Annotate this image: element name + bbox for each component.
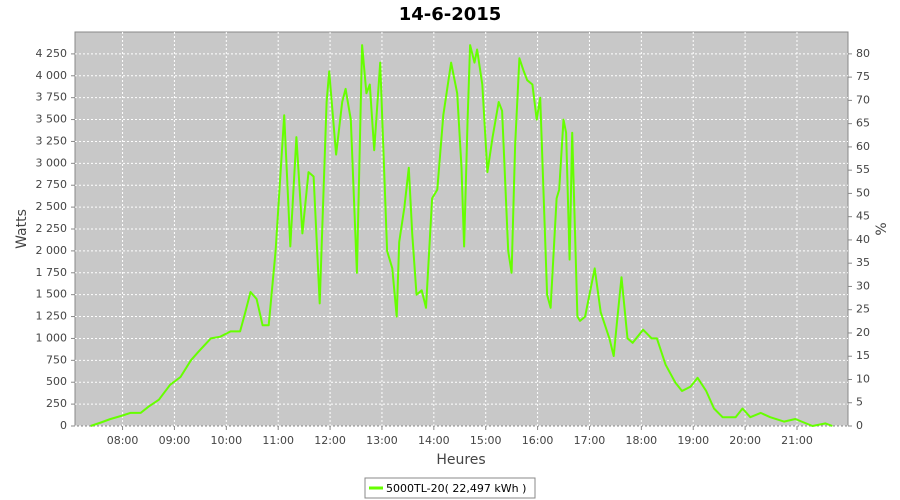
y-tick-label: 3 000 (36, 156, 68, 169)
legend-box (364, 477, 536, 499)
y2-tick-label: 60 (856, 140, 870, 153)
y2-tick-label: 40 (856, 233, 870, 246)
y-tick-label: 1 750 (36, 266, 68, 279)
x-tick-label: 10:00 (210, 434, 242, 447)
chart-title: 14-6-2015 (399, 4, 502, 25)
y-tick-label: 4 250 (36, 47, 68, 60)
x-tick-label: 19:00 (677, 434, 709, 447)
y-tick-label: 2 750 (36, 178, 68, 191)
x-tick-label: 14:00 (418, 434, 450, 447)
y2-tick-label: 65 (856, 117, 870, 130)
x-axis-label: Heures (436, 452, 485, 468)
x-tick-label: 15:00 (470, 434, 502, 447)
y-tick-label: 3 750 (36, 91, 68, 104)
data-line (90, 44, 833, 427)
y-tick-label: 2 500 (36, 200, 68, 213)
y-tick-label: 1 250 (36, 310, 68, 323)
y2-tick-label: 45 (856, 210, 870, 223)
y2-tick-label: 35 (856, 256, 870, 269)
y2-axis-label: % (874, 222, 890, 235)
y-tick-label: 3 500 (36, 113, 68, 126)
y2-tick-label: 20 (856, 326, 870, 339)
x-tick-label: 16:00 (522, 434, 554, 447)
y-tick-label: 2 250 (36, 222, 68, 235)
y-tick-label: 3 250 (36, 134, 68, 147)
x-tick-label: 08:00 (107, 434, 139, 447)
y-tick-label: 1 500 (36, 288, 68, 301)
x-tick-label: 17:00 (574, 434, 606, 447)
y2-tick-label: 25 (856, 303, 870, 316)
x-tick-label: 09:00 (159, 434, 191, 447)
y-tick-label: 1 000 (36, 331, 68, 344)
y2-tick-label: 75 (856, 70, 870, 83)
y2-tick-label: 80 (856, 47, 870, 60)
legend-label: 5000TL-20( 22,497 kWh ) (386, 482, 526, 495)
x-tick-label: 12:00 (314, 434, 346, 447)
y-tick-label: 500 (46, 375, 67, 388)
y2-tick-label: 50 (856, 186, 870, 199)
y2-tick-label: 10 (856, 372, 870, 385)
legend: 5000TL-20( 22,497 kWh ) (364, 477, 536, 499)
y-tick-label: 250 (46, 397, 67, 410)
y-tick-label: 0 (60, 419, 67, 432)
y2-tick-label: 5 (856, 396, 863, 409)
x-tick-label: 13:00 (366, 434, 398, 447)
y-tick-label: 750 (46, 353, 67, 366)
y2-tick-label: 15 (856, 349, 870, 362)
y2-tick-label: 70 (856, 93, 870, 106)
x-tick-label: 18:00 (625, 434, 657, 447)
y-axis-label: Watts (14, 209, 30, 249)
y2-tick-label: 30 (856, 279, 870, 292)
y-tick-label: 2 000 (36, 244, 68, 257)
x-tick-label: 20:00 (729, 434, 761, 447)
x-tick-label: 21:00 (781, 434, 813, 447)
x-tick-label: 11:00 (262, 434, 294, 447)
y2-tick-label: 55 (856, 163, 870, 176)
y2-tick-label: 0 (856, 419, 863, 432)
y-tick-label: 4 000 (36, 69, 68, 82)
